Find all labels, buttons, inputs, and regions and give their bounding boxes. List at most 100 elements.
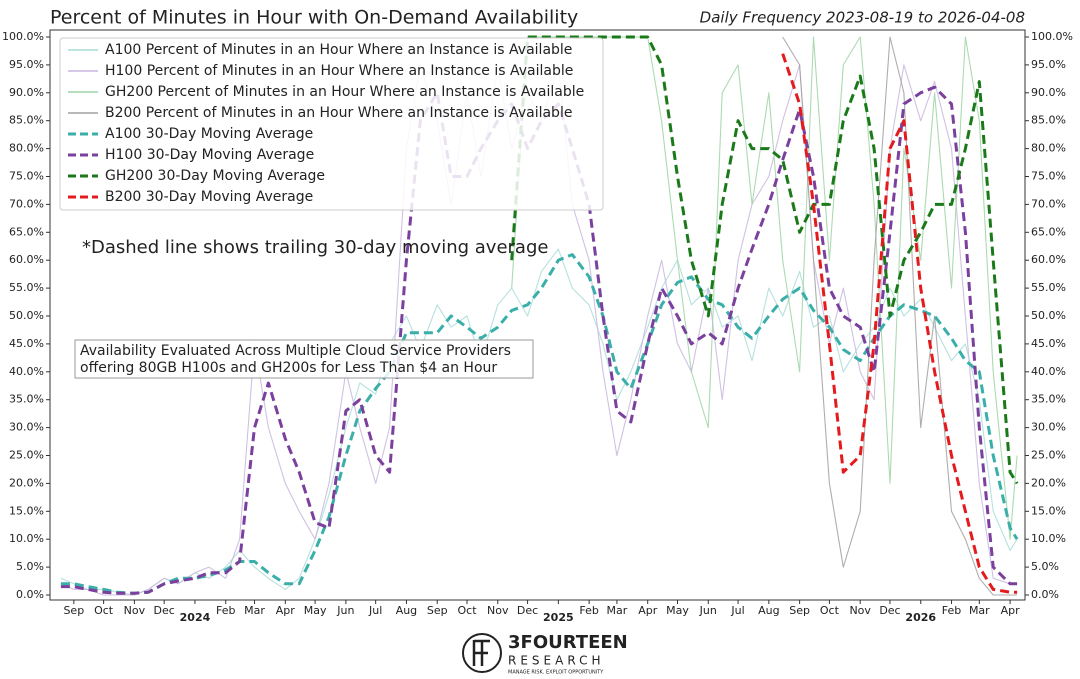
x-tick-label: Oct: [94, 604, 114, 617]
legend-label: B200 Percent of Minutes in an Hour Where…: [105, 105, 572, 121]
y2-tick-label: 20.0%: [1031, 476, 1066, 489]
y-tick-label: 35.0%: [9, 393, 44, 406]
y2-tick-label: 30.0%: [1031, 421, 1066, 434]
x-tick-label: Jul: [368, 604, 382, 617]
x-tick-label: Mar: [607, 604, 628, 617]
x-tick-label: Apr: [1001, 604, 1021, 617]
x-tick-label: Nov: [487, 604, 509, 617]
x-tick-label: Apr: [638, 604, 658, 617]
y-tick-label: 45.0%: [9, 337, 44, 350]
y2-tick-label: 5.0%: [1031, 560, 1059, 573]
y-tick-label: 25.0%: [9, 449, 44, 462]
y-tick-label: 0.0%: [16, 588, 44, 601]
x-tick-label: Jul: [730, 604, 744, 617]
moving-average-line: [60, 253, 1019, 595]
y-tick-label: 5.0%: [16, 560, 44, 573]
legend-label: A100 Percent of Minutes in an Hour Where…: [105, 42, 572, 58]
x-tick-label: Dec: [154, 604, 175, 617]
x-tick-label: 2025: [543, 611, 574, 624]
y2-tick-label: 40.0%: [1031, 365, 1066, 378]
y-tick-label: 80.0%: [9, 142, 44, 155]
moving-average-line: [510, 35, 1019, 485]
y-tick-label: 95.0%: [9, 58, 44, 71]
y2-tick-label: 70.0%: [1031, 197, 1066, 210]
y2-tick-label: 10.0%: [1031, 532, 1066, 545]
legend-label: A100 30-Day Moving Average: [105, 126, 313, 142]
x-tick-label: Aug: [758, 604, 779, 617]
y2-tick-label: 55.0%: [1031, 281, 1066, 294]
y2-tick-label: 65.0%: [1031, 225, 1066, 238]
y2-tick-label: 85.0%: [1031, 114, 1066, 127]
y-tick-label: 40.0%: [9, 365, 44, 378]
y-tick-label: 60.0%: [9, 253, 44, 266]
y2-tick-label: 90.0%: [1031, 86, 1066, 99]
x-tick-label: Sep: [789, 604, 810, 617]
x-tick-label: May: [666, 604, 689, 617]
logo-mark: [462, 633, 502, 673]
x-tick-label: May: [304, 604, 327, 617]
y-tick-label: 90.0%: [9, 86, 44, 99]
y2-tick-label: 80.0%: [1031, 142, 1066, 155]
x-tick-label: Mar: [969, 604, 990, 617]
x-tick-label: Feb: [579, 604, 598, 617]
annotation: *Dashed line shows trailing 30-day movin…: [82, 237, 548, 258]
logo-name: 3FOURTEEN: [508, 632, 628, 653]
x-tick-label: Jun: [336, 604, 354, 617]
y-tick-label: 15.0%: [9, 504, 44, 517]
note-box: [74, 339, 534, 379]
x-tick-label: Jun: [699, 604, 717, 617]
x-tick-label: Sep: [427, 604, 448, 617]
y-tick-label: 20.0%: [9, 476, 44, 489]
raw-line: [782, 36, 1018, 596]
y2-tick-label: 100.0%: [1031, 30, 1073, 43]
x-tick-label: Mar: [244, 604, 265, 617]
y-tick-label: 10.0%: [9, 532, 44, 545]
y-tick-label: 50.0%: [9, 309, 44, 322]
y-tick-label: 70.0%: [9, 197, 44, 210]
moving-average-line: [781, 53, 1018, 594]
chart-title: Percent of Minutes in Hour with On-Deman…: [50, 7, 578, 29]
legend-label: B200 30-Day Moving Average: [105, 189, 313, 205]
note-line: Availability Evaluated Across Multiple C…: [80, 343, 511, 359]
legend-label: GH200 Percent of Minutes in an Hour Wher…: [105, 84, 584, 100]
y-tick-label: 55.0%: [9, 281, 44, 294]
note-line: offering 80GB H100s and GH200s for Less …: [80, 360, 497, 376]
x-tick-label: Sep: [63, 604, 84, 617]
x-tick-label: Nov: [849, 604, 871, 617]
y2-tick-label: 45.0%: [1031, 337, 1066, 350]
x-tick-label: Feb: [216, 604, 235, 617]
logo-tagline: MANAGE RISK. EXPLOIT OPPORTUNITY: [508, 670, 604, 676]
chart-subtitle: Daily Frequency 2023-08-19 to 2026-04-08: [700, 9, 1025, 27]
y2-tick-label: 35.0%: [1031, 393, 1066, 406]
x-tick-label: Oct: [820, 604, 840, 617]
logo-subtitle: RESEARCH: [508, 654, 604, 668]
y2-tick-label: 50.0%: [1031, 309, 1066, 322]
y2-tick-label: 60.0%: [1031, 253, 1066, 266]
legend-label: H100 Percent of Minutes in an Hour Where…: [105, 63, 573, 79]
x-tick-label: Feb: [942, 604, 961, 617]
y2-tick-label: 0.0%: [1031, 588, 1059, 601]
y2-tick-label: 95.0%: [1031, 58, 1066, 71]
y-tick-label: 100.0%: [2, 30, 44, 43]
y-tick-label: 30.0%: [9, 421, 44, 434]
plot-frame: [49, 29, 1026, 601]
x-tick-label: Oct: [457, 604, 477, 617]
legend: A100 Percent of Minutes in an Hour Where…: [59, 37, 604, 211]
x-tick-label: Nov: [124, 604, 146, 617]
logo: 3FOURTEEN RESEARCH MANAGE RISK. EXPLOIT …: [462, 632, 628, 676]
legend-label: GH200 30-Day Moving Average: [105, 168, 325, 184]
x-tick-label: Apr: [276, 604, 296, 617]
x-tick-label: Aug: [396, 604, 417, 617]
plot-area: [60, 35, 1019, 596]
y2-tick-label: 15.0%: [1031, 504, 1066, 517]
y-tick-label: 75.0%: [9, 170, 44, 183]
x-tick-label: Dec: [517, 604, 538, 617]
y-tick-label: 65.0%: [9, 225, 44, 238]
x-tick-label: 2024: [180, 611, 211, 624]
y-tick-label: 85.0%: [9, 114, 44, 127]
legend-box: [59, 37, 604, 211]
moving-average-line: [60, 85, 1018, 595]
logo-mark: [472, 639, 490, 666]
legend-label: H100 30-Day Moving Average: [105, 147, 314, 163]
